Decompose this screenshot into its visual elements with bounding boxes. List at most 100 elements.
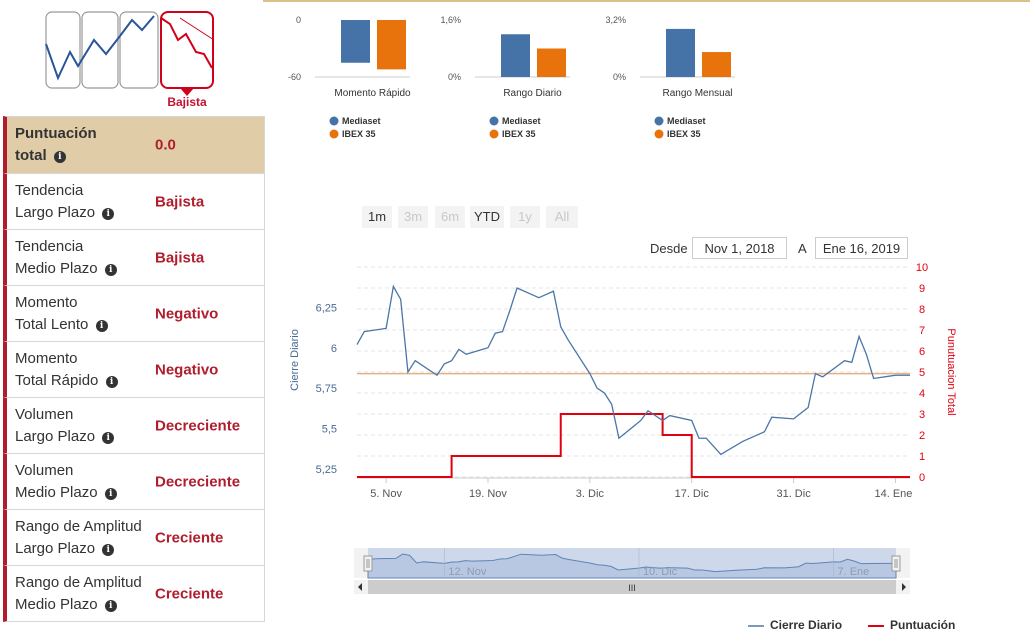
info-icon[interactable]: i [102, 431, 115, 444]
y-tick-left: 6,25 [316, 302, 337, 314]
info-icon[interactable]: i [104, 599, 117, 612]
y-axis-title-left: Cierre Diario [289, 329, 301, 391]
trend-line-thin [179, 17, 215, 41]
y-tick-right: 1 [919, 451, 925, 463]
scrollbar-thumb [368, 580, 896, 594]
y-tick-right: 6 [919, 346, 925, 358]
legend-label: Cierre Diario [770, 618, 843, 632]
range-button-1m[interactable]: 1m [362, 206, 392, 228]
trend-box-1 [45, 11, 81, 89]
x-tick-label: 17. Dic [675, 488, 710, 500]
score-row-momento-rapido: Momento Total Rápido i Negativo [3, 342, 265, 398]
y-tick-right: 5 [919, 367, 925, 379]
mini-legend-label: IBEX 35 [667, 129, 701, 139]
close-series-line [356, 284, 910, 456]
to-label: A [798, 241, 807, 256]
score-row-rango-largo: Rango de Amplitud Largo Plazo i Creciente [3, 510, 265, 566]
score-label-line1: Rango de Amplitud [15, 517, 142, 535]
mini-chart-title: Momento Rápido [334, 88, 411, 99]
mini-ytick-top: 3,2% [605, 15, 626, 25]
score-label-line2: Medio Plazo [15, 259, 98, 277]
range-button-3m[interactable]: 3m [398, 206, 428, 228]
mini-ytick-top: 1,6% [440, 15, 461, 25]
y-tick-right: 3 [919, 409, 925, 421]
mini-bar-ibex [537, 48, 566, 77]
scroll-left-icon [358, 583, 362, 591]
mini-ytick-bottom: -60 [288, 72, 301, 82]
y-tick-left: 5,75 [316, 383, 337, 395]
score-value: Bajista [155, 193, 205, 210]
navigator-handle-right [891, 555, 901, 572]
trend-pointer [180, 88, 194, 96]
trend-line-down [160, 17, 213, 69]
score-table: Puntuación total i 0.0 Tendencia Largo Pla… [3, 116, 265, 622]
range-button-6m[interactable]: 6m [435, 206, 465, 228]
mini-legend-marker [329, 129, 339, 139]
score-row-volumen-medio: Volumen Medio Plazo i Decreciente [3, 454, 265, 510]
mini-chart-title: Rango Diario [503, 88, 562, 99]
mini-ytick-top: 0 [296, 15, 301, 25]
score-row-volumen-largo: Volumen Largo Plazo i Decreciente [3, 398, 265, 454]
y-tick-left: 6 [331, 343, 337, 355]
score-value: Decreciente [155, 473, 241, 490]
score-row-total: Puntuación total i 0.0 [3, 116, 265, 174]
info-icon[interactable]: i [53, 151, 66, 163]
score-value: Decreciente [155, 417, 241, 434]
score-label-line2: Largo Plazo [15, 427, 96, 445]
trend-box-3 [119, 11, 159, 89]
score-label-line1: Momento [15, 293, 78, 311]
mini-legend-marker [489, 129, 499, 139]
top-divider [263, 0, 1030, 2]
info-icon[interactable]: i [95, 319, 108, 332]
x-tick-label: 5. Nov [370, 488, 402, 500]
score-label-line1: Volumen [15, 405, 74, 423]
mini-legend-label: IBEX 35 [342, 129, 376, 139]
y-tick-right: 2 [919, 430, 925, 442]
mini-ytick-bottom: 0% [448, 72, 461, 82]
legend-label: Puntuación [890, 618, 956, 632]
trend-box-2 [81, 11, 119, 89]
mini-legend-label: IBEX 35 [502, 129, 536, 139]
y-tick-left: 5,5 [322, 424, 337, 436]
navigator-label: 12. Nov [448, 566, 486, 578]
score-value: Bajista [155, 249, 205, 266]
mini-legend-marker [654, 129, 664, 139]
mini-bar-ibex [702, 52, 731, 77]
legend-item-puntuacion[interactable]: Puntuación [868, 618, 955, 632]
score-label-line2: Largo Plazo [15, 539, 96, 557]
score-label-line2: Medio Plazo [15, 483, 98, 501]
mini-bar-mediaset [501, 34, 530, 77]
score-label-line1: Momento [15, 349, 78, 367]
range-button-ytd[interactable]: YTD [470, 206, 504, 228]
mini-bar-mediaset [666, 28, 695, 77]
x-tick-label: 31. Dic [776, 488, 811, 500]
scroll-right-icon [902, 583, 906, 591]
navigator-label: 10. Dic [643, 566, 678, 578]
mini-chart-rango-diario: 1,6% 0% Rango Diario Mediaset IBEX 35 [440, 12, 600, 152]
x-tick-label: 14. Ene [874, 488, 912, 500]
from-date-input[interactable]: Nov 1, 2018 [692, 237, 787, 259]
y-axis-title-right: Punutuacion Total [945, 328, 957, 415]
info-icon[interactable]: i [105, 375, 118, 388]
score-label-line2: Largo Plazo [15, 203, 96, 221]
mini-chart-title: Rango Mensual [662, 88, 732, 99]
y-tick-right: 9 [919, 283, 925, 295]
navigator[interactable]: 12. Nov 10. Dic 7. Ene III [354, 548, 910, 603]
legend-item-cierre[interactable]: Cierre Diario [748, 618, 842, 632]
info-icon[interactable]: i [102, 207, 115, 220]
y-tick-right: 8 [919, 304, 925, 316]
trend-label: Bajista [167, 95, 207, 109]
range-button-all[interactable]: All [546, 206, 578, 228]
info-icon[interactable]: i [104, 487, 117, 500]
navigator-handle-left [363, 555, 373, 572]
to-date-input[interactable]: Ene 16, 2019 [815, 237, 908, 259]
score-label-line1: Volumen [15, 461, 74, 479]
score-label-line2: Total Rápido [15, 371, 99, 389]
info-icon[interactable]: i [102, 543, 115, 556]
score-series-line [357, 413, 910, 478]
range-button-1y[interactable]: 1y [510, 206, 540, 228]
info-icon[interactable]: i [104, 263, 117, 276]
score-label-line1: Tendencia [15, 237, 84, 255]
x-tick-label: 19. Nov [469, 488, 507, 500]
trend-indicator [44, 10, 216, 112]
